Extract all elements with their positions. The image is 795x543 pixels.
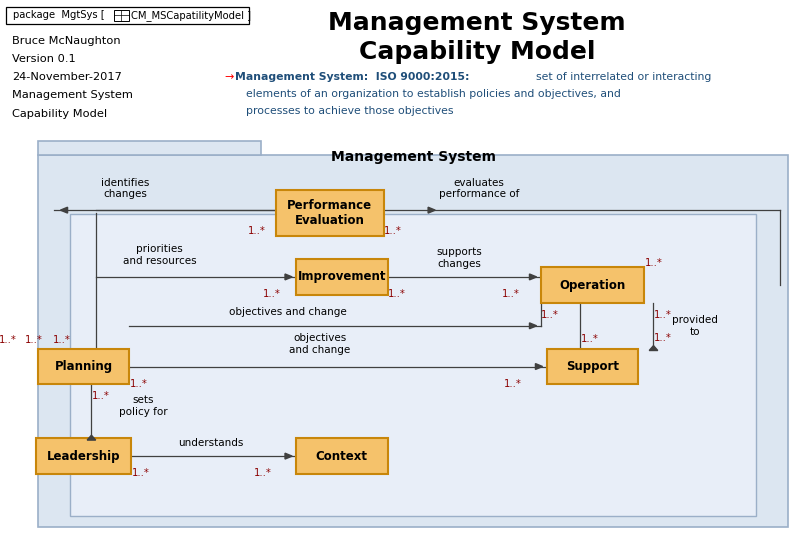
- Polygon shape: [60, 207, 68, 213]
- Text: 1..*: 1..*: [581, 334, 599, 344]
- Text: package  MgtSys [: package MgtSys [: [13, 10, 104, 20]
- Text: 1..*: 1..*: [654, 310, 672, 320]
- Text: Support: Support: [566, 360, 619, 373]
- FancyBboxPatch shape: [37, 349, 129, 384]
- FancyBboxPatch shape: [38, 141, 261, 155]
- Text: priorities
and resources: priorities and resources: [123, 244, 196, 266]
- Text: 1..*: 1..*: [0, 336, 17, 345]
- Text: Version 0.1: Version 0.1: [12, 54, 76, 64]
- FancyBboxPatch shape: [296, 260, 388, 294]
- Text: 1..*: 1..*: [132, 469, 149, 478]
- Polygon shape: [529, 323, 537, 329]
- Text: processes to achieve those objectives: processes to achieve those objectives: [246, 106, 454, 116]
- FancyBboxPatch shape: [38, 155, 788, 527]
- Text: 1..*: 1..*: [25, 336, 43, 345]
- Text: 1..*: 1..*: [502, 289, 519, 299]
- Text: set of interrelated or interacting: set of interrelated or interacting: [529, 72, 712, 81]
- Text: provided
to: provided to: [672, 315, 718, 337]
- FancyBboxPatch shape: [277, 190, 383, 236]
- Polygon shape: [285, 274, 293, 280]
- FancyBboxPatch shape: [36, 439, 131, 473]
- Polygon shape: [529, 274, 537, 280]
- Text: Management System:  ISO 9000:2015:: Management System: ISO 9000:2015:: [235, 72, 470, 81]
- Text: 1..*: 1..*: [541, 310, 559, 320]
- Text: objectives
and change: objectives and change: [289, 333, 351, 355]
- Text: understands: understands: [178, 438, 243, 447]
- Text: 1..*: 1..*: [645, 258, 662, 268]
- Polygon shape: [428, 207, 436, 213]
- Text: 1..*: 1..*: [254, 469, 272, 478]
- Text: 1..*: 1..*: [504, 379, 522, 389]
- FancyBboxPatch shape: [6, 7, 249, 24]
- Text: →: →: [224, 72, 234, 81]
- Text: sets
policy for: sets policy for: [118, 395, 168, 416]
- Text: 1..*: 1..*: [130, 379, 148, 389]
- Text: 1..*: 1..*: [384, 226, 402, 236]
- Text: Management System
Capability Model: Management System Capability Model: [328, 11, 626, 64]
- Text: CM_MSCapatilityModel ]: CM_MSCapatilityModel ]: [131, 10, 251, 21]
- Text: 1..*: 1..*: [247, 226, 266, 236]
- Text: Management System: Management System: [12, 90, 133, 100]
- Text: Leadership: Leadership: [47, 450, 120, 463]
- Text: 1..*: 1..*: [263, 289, 281, 299]
- FancyBboxPatch shape: [541, 267, 644, 303]
- Polygon shape: [87, 435, 95, 440]
- Polygon shape: [536, 364, 542, 369]
- Text: elements of an organization to establish policies and objectives, and: elements of an organization to establish…: [246, 89, 622, 99]
- Text: Bruce McNaughton: Bruce McNaughton: [12, 36, 121, 46]
- Text: Context: Context: [316, 450, 368, 463]
- Text: supports
changes: supports changes: [436, 247, 482, 269]
- Text: Improvement: Improvement: [297, 270, 386, 283]
- Text: Capability Model: Capability Model: [12, 109, 107, 118]
- Text: Performance
Evaluation: Performance Evaluation: [287, 199, 373, 227]
- Text: 24-November-2017: 24-November-2017: [12, 72, 122, 82]
- FancyBboxPatch shape: [547, 349, 638, 384]
- Text: 1..*: 1..*: [52, 336, 71, 345]
- Text: Planning: Planning: [54, 360, 113, 373]
- Polygon shape: [285, 453, 293, 459]
- Text: identifies
changes: identifies changes: [102, 178, 149, 199]
- Polygon shape: [650, 345, 657, 351]
- Text: objectives and change: objectives and change: [229, 307, 347, 317]
- Text: 1..*: 1..*: [654, 333, 672, 343]
- FancyBboxPatch shape: [114, 10, 129, 21]
- FancyBboxPatch shape: [296, 439, 388, 473]
- Text: 1..*: 1..*: [92, 391, 110, 401]
- Text: Operation: Operation: [559, 279, 626, 292]
- FancyBboxPatch shape: [70, 214, 756, 516]
- Text: 1..*: 1..*: [388, 289, 406, 299]
- Text: Management System: Management System: [331, 150, 496, 165]
- Text: evaluates
performance of: evaluates performance of: [439, 178, 519, 199]
